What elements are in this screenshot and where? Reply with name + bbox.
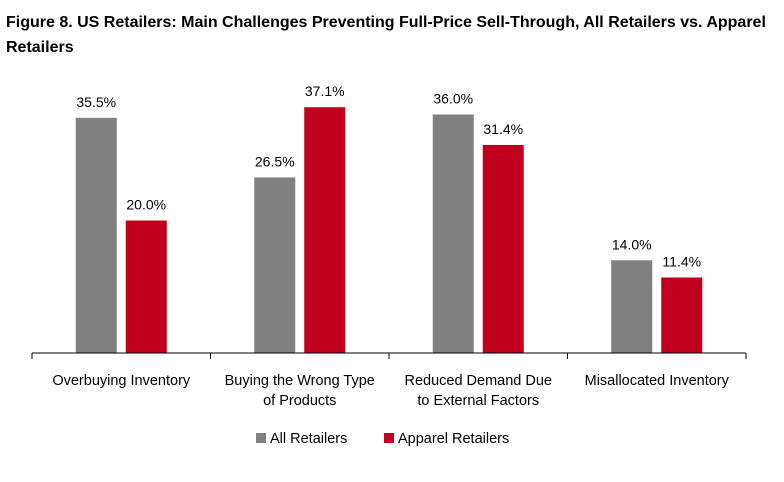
category-label: Overbuying Inventory [52,373,191,389]
legend-item: Apparel Retailers [384,431,509,447]
category-label-line: Overbuying Inventory [52,373,191,389]
category-label: Reduced Demand Due to External Factors [404,373,552,409]
bar [304,107,346,354]
category-label-line: to External Factors [417,393,539,409]
category-label: Misallocated Inventory [585,373,730,389]
legend-swatch [384,433,394,443]
category-label-line: Misallocated Inventory [585,373,730,389]
legend-label: All Retailers [270,431,347,447]
data-label: 11.4% [662,253,701,269]
bar [482,144,524,353]
bar [125,220,167,353]
category-label-line: of Products [263,393,336,409]
data-label: 20.0% [126,197,166,213]
data-label: 37.1% [305,83,345,99]
data-label: 36.0% [433,91,473,107]
data-label: 14.0% [612,236,652,252]
bar [661,277,703,353]
category-label: Buying the Wrong Type of Products [225,373,375,409]
data-label: 35.5% [76,94,116,110]
bar [611,260,653,353]
legend-swatch [256,433,266,443]
category-label-line: Reduced Demand Due [404,373,552,389]
data-label: 26.5% [255,153,295,169]
category-label-line: Buying the Wrong Type [225,373,375,389]
legend-label: Apparel Retailers [398,431,509,447]
chart-title: Figure 8. US Retailers: Main Challenges … [6,14,766,56]
bar [75,117,117,353]
legend: All Retailers Apparel Retailers [256,431,509,447]
legend-item: All Retailers [256,431,347,447]
bar [254,177,296,353]
bar [432,114,474,353]
data-label: 31.4% [483,121,523,137]
plot-area: 35.5% 20.0% Overbuying Inventory 26.5% 37.1%… [31,83,747,409]
